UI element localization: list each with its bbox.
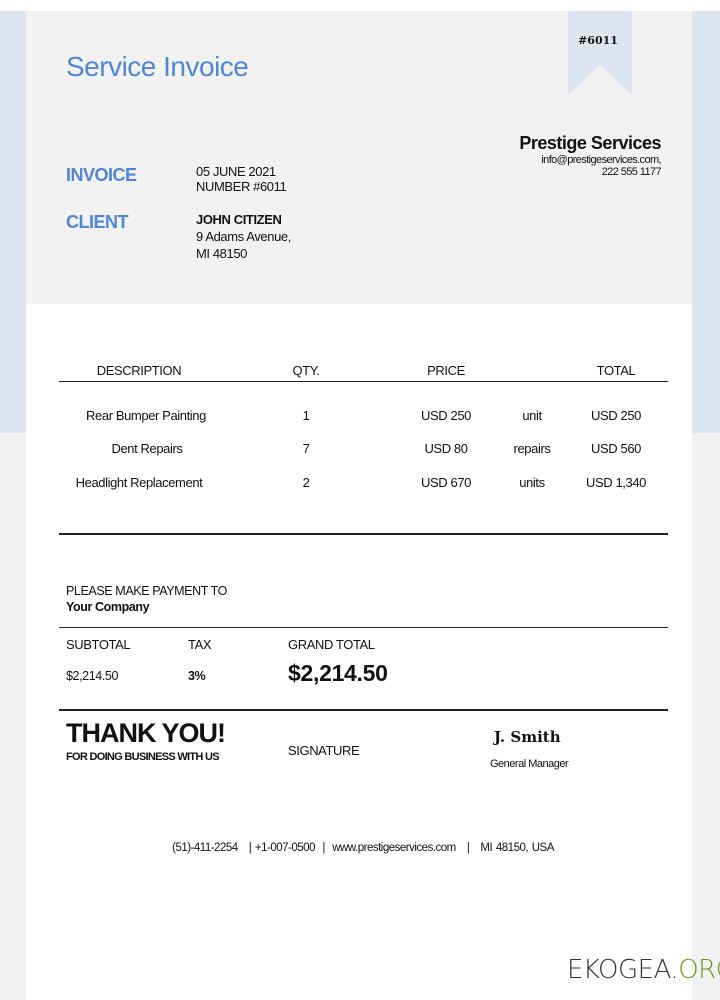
watermark-suffix: ORG — [678, 955, 720, 985]
ribbon-bookmark — [568, 11, 632, 95]
row-unit: repairs — [513, 441, 551, 456]
left-lower-strip — [0, 433, 26, 1000]
signature-label: SIGNATURE — [288, 743, 360, 758]
grand-total-label: GRAND TOTAL — [288, 637, 375, 652]
row-total: USD 560 — [591, 441, 641, 456]
company-email: info@prestigeservices.com, — [541, 154, 661, 166]
grand-total-value: $2,214.50 — [288, 660, 388, 686]
row-price: USD 670 — [421, 475, 471, 490]
company-phone: 222 555 1177 — [601, 166, 662, 178]
company-block: Prestige Services info@prestigeservices.… — [519, 133, 661, 178]
thanks-divider — [59, 709, 668, 711]
footer-phone-2: +1-007-0500 — [254, 842, 316, 854]
left-strip — [0, 11, 26, 433]
right-lower-strip — [692, 433, 720, 1000]
payment-payee: Your Company — [66, 600, 150, 614]
footer-location: MI 48150, USA — [480, 842, 554, 854]
ribbon-number: #6011 — [578, 34, 618, 47]
company-name: Prestige Services — [519, 133, 661, 153]
client-address-2: MI 48150 — [196, 246, 248, 261]
tax-label: TAX — [188, 637, 212, 652]
row-unit: units — [519, 475, 545, 490]
row-qty: 2 — [302, 475, 310, 490]
tax-value: 3% — [188, 669, 206, 683]
watermark-logo: EKOGEA.ORG — [567, 955, 720, 985]
watermark-text: EKOGEA. — [567, 955, 679, 985]
invoice-label: INVOICE — [66, 165, 137, 185]
invoice-number: NUMBER #6011 — [196, 179, 287, 194]
row-description: Dent Repairs — [111, 441, 183, 456]
row-price: USD 250 — [421, 408, 471, 423]
table-bottom-divider — [59, 533, 668, 535]
row-total: USD 250 — [591, 408, 641, 423]
client-label: CLIENT — [66, 212, 129, 232]
client-name: JOHN CITIZEN — [196, 212, 282, 227]
subtotal-value: $2,214.50 — [66, 669, 119, 683]
col-header-qty: QTY. — [292, 363, 320, 378]
thank-you-subtitle: FOR DOING BUSINESS WITH US — [66, 751, 220, 763]
row-price: USD 80 — [424, 441, 468, 456]
table-header-divider — [59, 381, 668, 382]
right-strip — [692, 11, 720, 433]
invoice-date: 05 JUNE 2021 — [196, 164, 276, 179]
col-header-description: DESCRIPTION — [96, 363, 182, 378]
row-description: Rear Bumper Painting — [86, 408, 206, 423]
totals-divider — [59, 627, 668, 628]
row-qty: 1 — [302, 408, 310, 423]
footer-contact: (51)-411-2254 | +1-007-0500 | www.presti… — [172, 842, 554, 854]
payment-label: PLEASE MAKE PAYMENT TO — [66, 584, 227, 598]
col-header-price: PRICE — [427, 363, 465, 378]
row-qty: 7 — [302, 441, 310, 456]
subtotal-label: SUBTOTAL — [66, 637, 131, 652]
footer-website[interactable]: www.prestigeservices.com — [332, 842, 456, 854]
col-header-total: TOTAL — [596, 363, 636, 378]
signature-name: J. Smith — [494, 728, 561, 746]
signature-role: General Manager — [490, 758, 569, 770]
thank-you-title: THANK YOU! — [66, 718, 226, 748]
footer-phone-1: (51)-411-2254 — [172, 842, 238, 854]
client-address-1: 9 Adams Avenue, — [196, 229, 291, 244]
row-unit: unit — [522, 408, 542, 423]
page-title: Service Invoice — [66, 51, 249, 82]
row-description: Headlight Replacement — [75, 475, 203, 490]
row-total: USD 1,340 — [586, 475, 646, 490]
